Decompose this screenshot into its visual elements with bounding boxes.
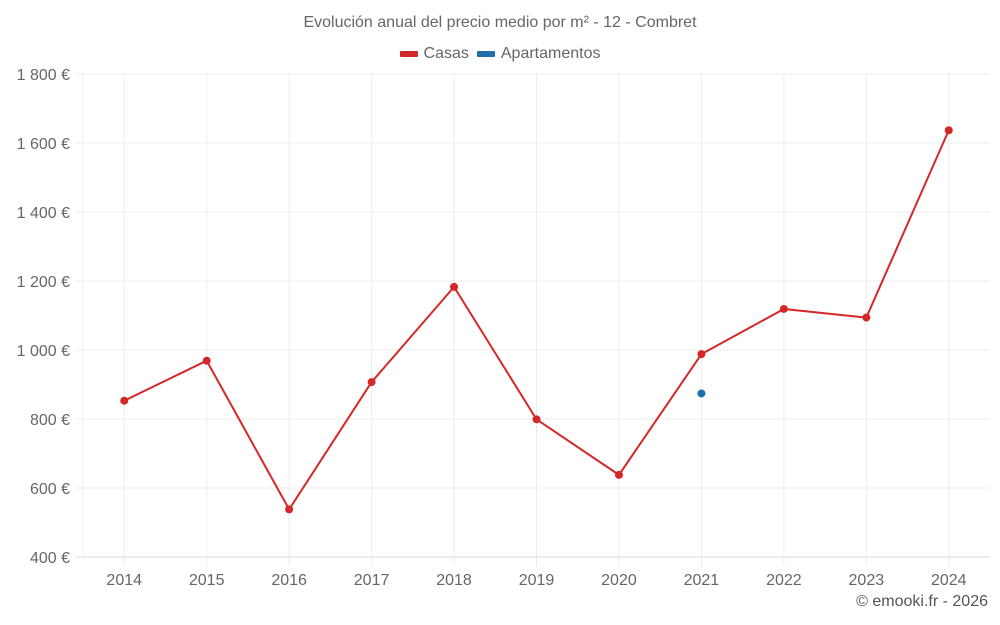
x-tick-label: 2021 xyxy=(684,572,720,589)
x-tick-label: 2017 xyxy=(354,572,390,589)
data-point-casas[interactable] xyxy=(202,356,211,365)
data-point-casas[interactable] xyxy=(285,505,294,514)
y-tick-label: 800 € xyxy=(30,412,70,429)
chart-title: Evolución anual del precio medio por m² … xyxy=(303,14,697,31)
legend: Casas Apartamentos xyxy=(0,45,1000,63)
x-tick-label: 2015 xyxy=(189,572,225,589)
y-tick-label: 1 000 € xyxy=(17,343,70,360)
legend-swatch-casas xyxy=(399,51,418,57)
legend-label-apartamentos: Apartamentos xyxy=(500,45,601,62)
legend-swatch-apartamentos xyxy=(476,51,495,57)
data-point-casas[interactable] xyxy=(697,350,706,359)
legend-label-casas: Casas xyxy=(423,45,469,62)
data-point-casas[interactable] xyxy=(862,313,871,322)
y-tick-label: 400 € xyxy=(30,550,70,567)
x-tick-label: 2023 xyxy=(849,572,885,589)
data-point-apartamentos[interactable] xyxy=(697,389,706,398)
legend-item-apartamentos[interactable]: Apartamentos xyxy=(476,45,601,63)
x-tick-label: 2018 xyxy=(436,572,472,589)
data-point-casas[interactable] xyxy=(532,415,541,424)
y-tick-label: 1 200 € xyxy=(17,274,70,291)
y-tick-label: 600 € xyxy=(30,481,70,498)
x-tick-label: 2014 xyxy=(106,572,142,589)
data-point-casas[interactable] xyxy=(944,126,953,135)
y-tick-label: 1 800 € xyxy=(17,67,70,84)
x-tick-label: 2024 xyxy=(931,572,967,589)
data-point-casas[interactable] xyxy=(367,378,376,387)
copyright-footer: © emooki.fr - 2026 xyxy=(856,593,988,610)
data-point-casas[interactable] xyxy=(450,282,459,291)
y-tick-label: 1 600 € xyxy=(17,136,70,153)
data-point-casas[interactable] xyxy=(779,304,788,313)
data-point-casas[interactable] xyxy=(614,470,623,479)
legend-item-casas[interactable]: Casas xyxy=(399,45,469,63)
x-tick-label: 2022 xyxy=(766,572,802,589)
x-tick-label: 2020 xyxy=(601,572,637,589)
data-point-casas[interactable] xyxy=(120,396,129,405)
x-tick-label: 2016 xyxy=(271,572,307,589)
x-tick-label: 2019 xyxy=(519,572,555,589)
y-tick-label: 1 400 € xyxy=(17,205,70,222)
